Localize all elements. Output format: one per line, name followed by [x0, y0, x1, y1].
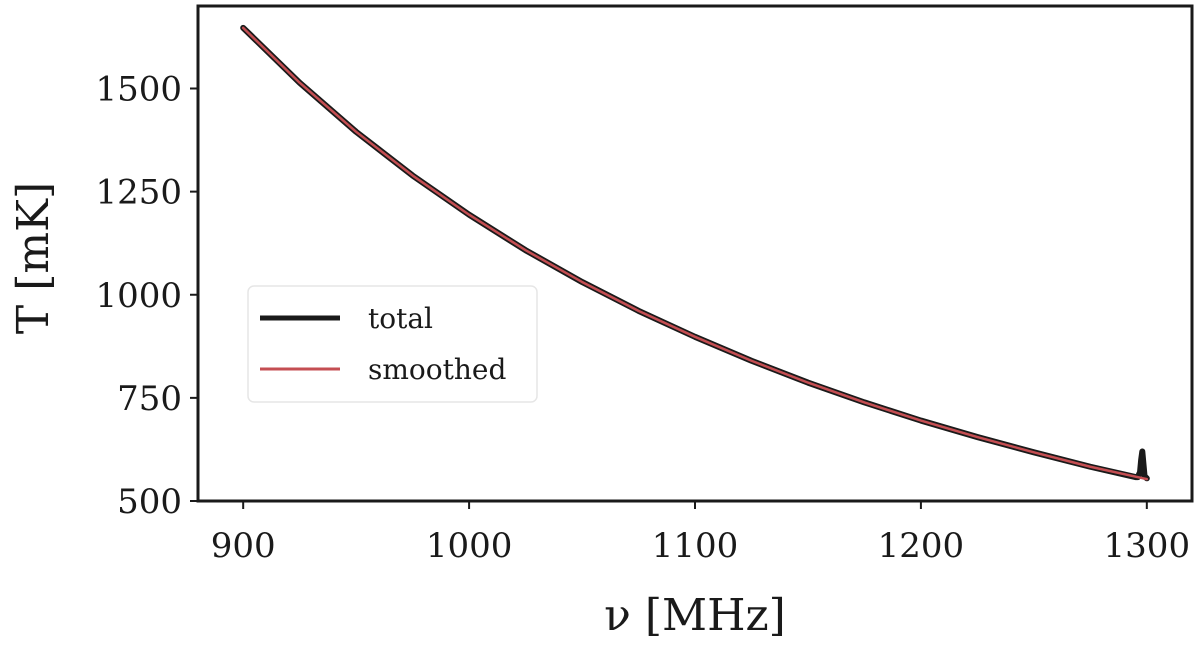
x-tick-label: 1000 [426, 526, 513, 566]
x-tick-label: 900 [211, 526, 276, 566]
x-tick-label: 1100 [652, 526, 739, 566]
legend: total smoothed [247, 285, 538, 403]
legend-label-smoothed: smoothed [368, 353, 506, 386]
y-tick-label: 1500 [95, 70, 182, 110]
legend-label-total: total [368, 302, 433, 335]
x-axis-ticks: 900 1000 1100 1200 1300 [211, 501, 1190, 566]
legend-box [247, 285, 538, 403]
y-axis-title: T [mK] [8, 182, 59, 334]
y-tick-label: 500 [117, 482, 182, 522]
plot-area [196, 4, 1194, 503]
x-tick-label: 1300 [1104, 526, 1191, 566]
y-tick-label: 1000 [95, 276, 182, 316]
y-axis-ticks: 500 750 1000 1250 1500 [95, 70, 198, 522]
series-lines [240, 24, 1150, 482]
y-tick-label: 1250 [95, 173, 182, 213]
series-line-smoothed [241, 26, 1149, 481]
y-tick-label: 750 [117, 379, 182, 419]
x-tick-label: 1200 [878, 526, 965, 566]
x-axis-title: ν [MHz] [604, 590, 786, 641]
